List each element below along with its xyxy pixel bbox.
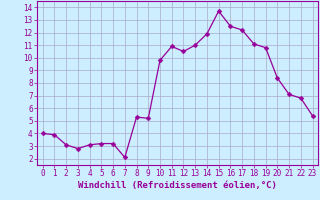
X-axis label: Windchill (Refroidissement éolien,°C): Windchill (Refroidissement éolien,°C) [78,181,277,190]
